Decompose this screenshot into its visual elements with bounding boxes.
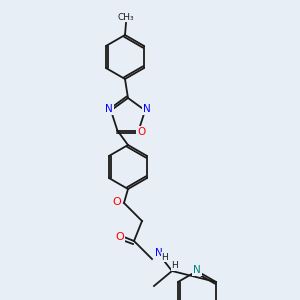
Text: N: N — [105, 104, 113, 114]
Text: O: O — [137, 127, 146, 136]
Text: H: H — [172, 262, 178, 271]
Text: N: N — [155, 248, 163, 258]
Text: O: O — [116, 232, 124, 242]
Text: H: H — [162, 253, 168, 262]
Text: CH₃: CH₃ — [118, 13, 134, 22]
Text: O: O — [112, 197, 122, 207]
Text: N: N — [193, 265, 201, 275]
Text: N: N — [143, 104, 151, 114]
